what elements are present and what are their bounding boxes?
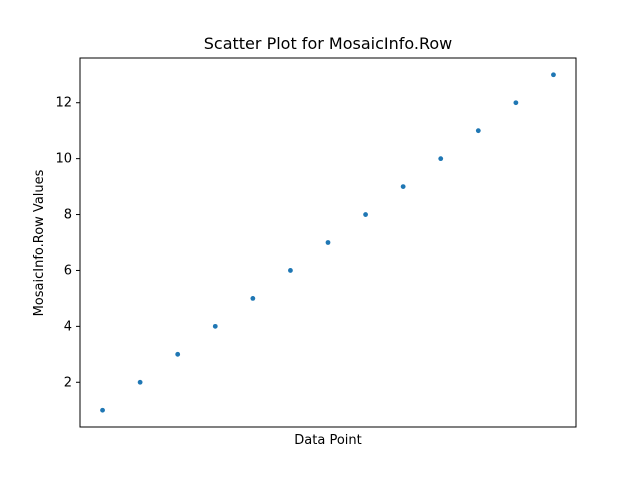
y-tick-label: 8 [64,208,72,223]
chart-title: Scatter Plot for MosaicInfo.Row [204,34,452,53]
scatter-point [551,72,556,78]
y-axis-label: MosaicInfo.Row Values [32,169,47,316]
scatter-point [438,156,444,162]
scatter-point [175,351,181,357]
scatter-points [100,72,556,413]
y-axis-ticks: 2 4 6 8 10 12 [55,96,80,390]
scatter-point [363,212,368,217]
y-tick-label: 12 [55,96,72,111]
scatter-point [475,128,481,134]
scatter-point [250,296,256,301]
scatter-point [400,184,406,189]
scatter-point [325,240,331,245]
y-tick-label: 10 [55,152,72,167]
scatter-point [100,407,105,413]
scatter-point [212,323,218,329]
x-axis-label: Data Point [294,433,361,448]
scatter-point [137,379,143,385]
y-tick-label: 2 [64,375,72,390]
scatter-point [513,100,519,106]
y-tick-label: 4 [64,319,72,334]
scatter-point [288,268,293,273]
y-tick-label: 6 [64,263,72,278]
